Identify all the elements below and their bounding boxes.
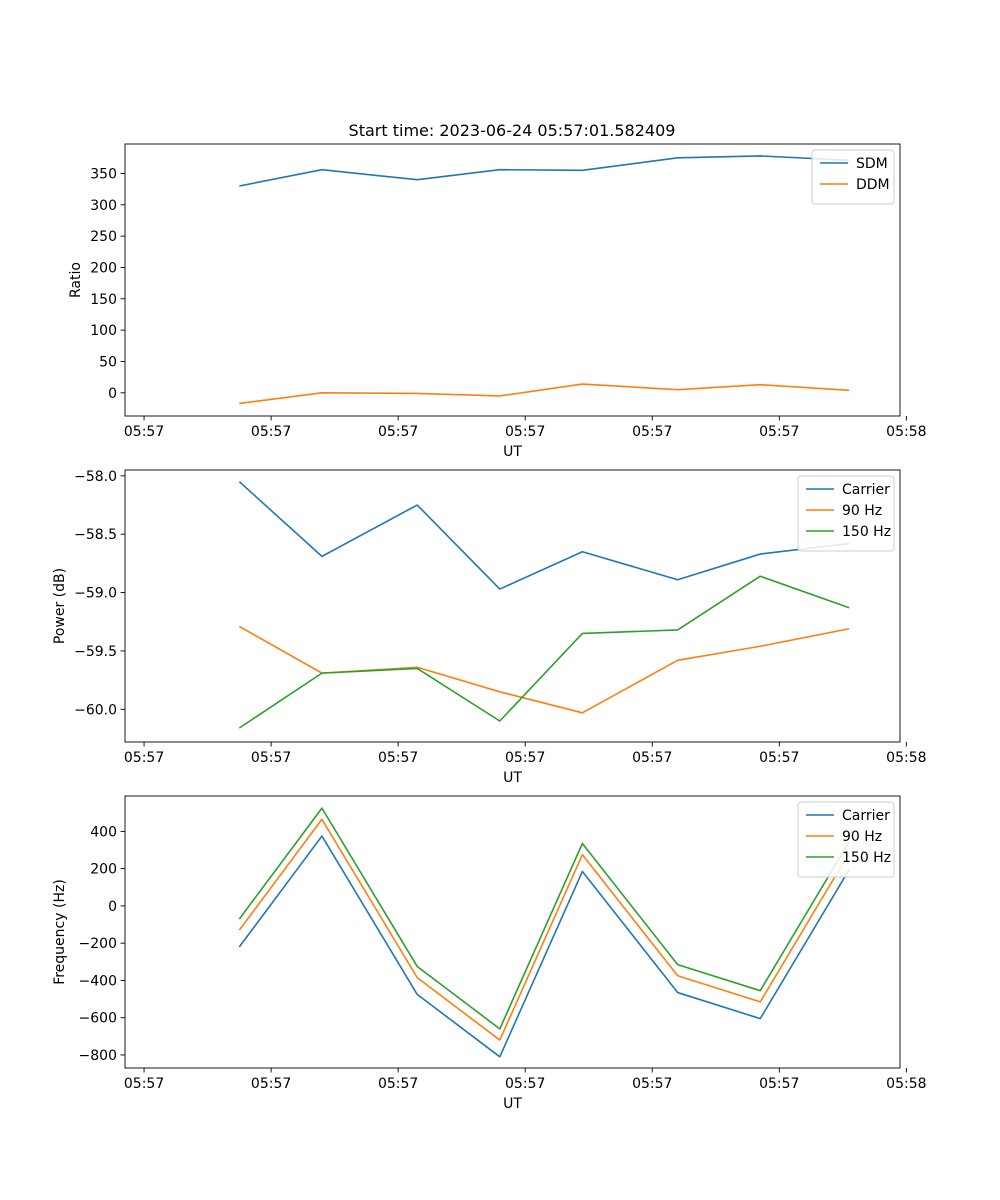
power-series-90-hz-line	[238, 625, 850, 714]
power-legend-label: 150 Hz	[842, 524, 891, 540]
ratio-y-tick-label: 250	[90, 229, 117, 245]
frequency-y-tick-label: 0	[108, 899, 117, 915]
ratio-panel: 05:57 05:57 05:57 05:57 05:57 05:57 05:58 0 50 10…	[68, 143, 927, 460]
ratio-series-ddm-line	[239, 383, 850, 405]
frequency-x-tick-label: 05:57	[124, 1076, 164, 1092]
frequency-panel: 05:57 05:57 05:57 05:57 05:57 05:57 05:58 −800 −…	[52, 795, 927, 1112]
frequency-x-tick-label: 05:57	[759, 1076, 799, 1092]
ratio-y-tick-label: 150	[90, 292, 117, 308]
power-x-tick-label: 05:58	[886, 750, 926, 766]
power-x-tick-label: 05:57	[124, 750, 164, 766]
ratio-x-tick-label: 05:57	[632, 424, 672, 440]
frequency-y-axis-label: Frequency (Hz)	[52, 879, 68, 985]
power-x-tick-label: 05:57	[759, 750, 799, 766]
frequency-x-axis-label: UT	[503, 1096, 522, 1112]
power-y-tick-label: −60.0	[74, 702, 117, 718]
frequency-y-tick-label: −800	[79, 1048, 117, 1064]
power-y-tick-label: −59.5	[74, 644, 117, 660]
ratio-x-axis-label: UT	[503, 444, 522, 460]
ratio-x-tick-label: 05:57	[251, 424, 291, 440]
ratio-y-tick-label: 0	[108, 386, 117, 402]
ratio-legend-label: DDM	[856, 177, 890, 193]
power-legend-box	[797, 475, 895, 552]
frequency-x-tick-label: 05:57	[505, 1076, 545, 1092]
frequency-y-tick-label: −400	[79, 973, 117, 989]
power-y-tick-label: −59.0	[74, 586, 117, 602]
frequency-x-tick-label: 05:57	[378, 1076, 418, 1092]
ratio-x-tick-label: 05:57	[505, 424, 545, 440]
frequency-legend-label: Carrier	[842, 808, 890, 824]
ratio-y-axis-label: Ratio	[68, 262, 84, 298]
frequency-legend: Carrier 90 Hz 150 Hz	[797, 801, 895, 878]
ratio-y-tick-label: 350	[90, 166, 117, 182]
power-x-axis-label: UT	[503, 770, 522, 786]
ratio-x-tick-label: 05:58	[886, 424, 926, 440]
figure-title: Start time: 2023-06-24 05:57:01.582409	[349, 121, 676, 140]
ratio-series-sdm-line	[239, 155, 850, 187]
ratio-y-tick-label: 50	[99, 354, 117, 370]
frequency-x-tick-label: 05:58	[886, 1076, 926, 1092]
power-series-carrier-line	[238, 481, 850, 590]
power-series-150-hz-line	[238, 575, 850, 729]
frequency-series-150-hz-line	[238, 807, 850, 1030]
ratio-legend: SDM DDM	[811, 149, 895, 205]
ratio-x-tick-label: 05:57	[378, 424, 418, 440]
power-x-tick-label: 05:57	[378, 750, 418, 766]
frequency-legend-box	[797, 801, 895, 878]
frequency-legend-label: 90 Hz	[842, 829, 882, 845]
power-legend: Carrier 90 Hz 150 Hz	[797, 475, 895, 552]
power-x-tick-label: 05:57	[505, 750, 545, 766]
power-y-tick-label: −58.5	[74, 527, 117, 543]
frequency-y-tick-label: −200	[79, 936, 117, 952]
frequency-x-tick-label: 05:57	[632, 1076, 672, 1092]
ratio-y-tick-label: 300	[90, 198, 117, 214]
frequency-series-carrier-line	[238, 835, 850, 1058]
power-y-tick-label: −58.0	[74, 469, 117, 485]
ratio-y-tick-label: 100	[90, 323, 117, 339]
power-legend-label: Carrier	[842, 482, 890, 498]
power-legend-label: 90 Hz	[842, 503, 882, 519]
ratio-legend-label: SDM	[856, 156, 888, 172]
frequency-series-90-hz-line	[238, 818, 850, 1041]
ratio-axes-frame	[124, 143, 901, 417]
frequency-y-tick-label: 400	[90, 824, 117, 840]
power-axes-frame	[124, 469, 901, 743]
ratio-y-tick-label: 200	[90, 260, 117, 276]
ratio-x-tick-label: 05:57	[124, 424, 164, 440]
power-y-axis-label: Power (dB)	[52, 568, 68, 644]
frequency-legend-label: 150 Hz	[842, 850, 891, 866]
power-panel: 05:57 05:57 05:57 05:57 05:57 05:57 05:58 −60.0…	[52, 469, 927, 786]
ratio-x-tick-label: 05:57	[759, 424, 799, 440]
frequency-y-tick-label: 200	[90, 862, 117, 878]
panels: 05:57 05:57 05:57 05:57 05:57 05:57 05:58 0 50 10…	[52, 143, 927, 1112]
power-x-tick-label: 05:57	[251, 750, 291, 766]
frequency-y-tick-label: −600	[79, 1011, 117, 1027]
frequency-x-tick-label: 05:57	[251, 1076, 291, 1092]
frequency-axes-frame	[124, 795, 901, 1069]
power-x-tick-label: 05:57	[632, 750, 672, 766]
